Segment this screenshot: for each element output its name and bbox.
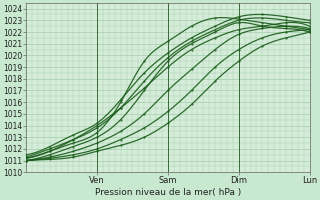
X-axis label: Pression niveau de la mer( hPa ): Pression niveau de la mer( hPa ) [95,188,241,197]
